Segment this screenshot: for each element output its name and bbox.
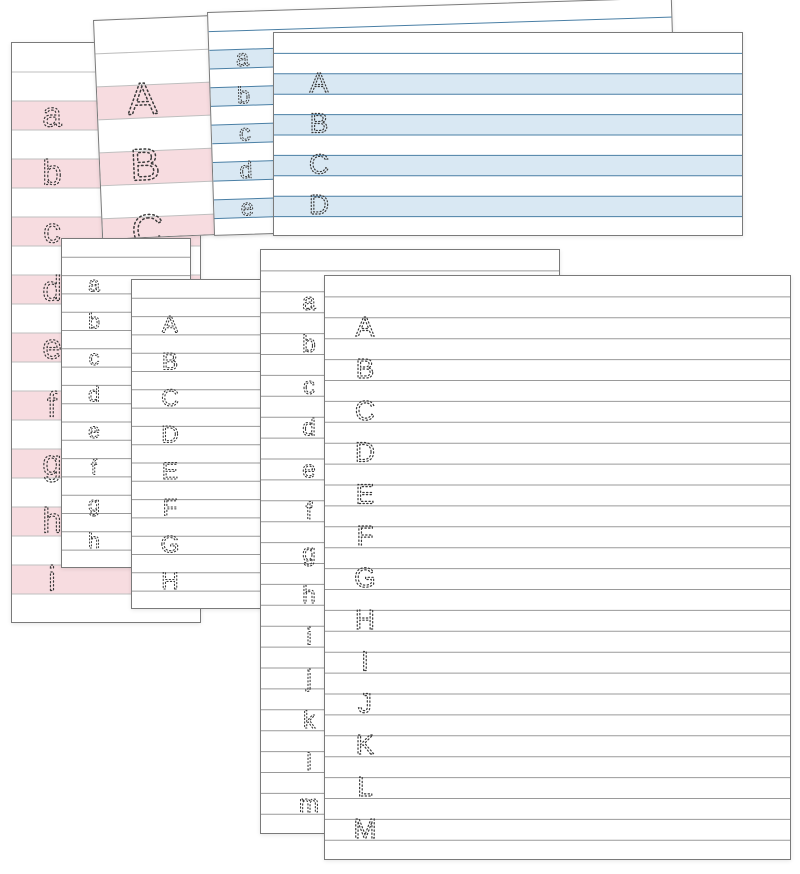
svg-text:B: B (162, 348, 178, 375)
svg-text:I: I (361, 646, 369, 677)
svg-text:E: E (310, 230, 328, 236)
svg-text:C: C (355, 395, 375, 426)
svg-text:e: e (240, 194, 254, 220)
svg-text:d: d (302, 415, 315, 442)
svg-text:F: F (357, 520, 374, 551)
svg-text:f: f (245, 232, 253, 236)
svg-text:i: i (92, 567, 97, 569)
svg-text:e: e (302, 456, 315, 483)
svg-text:J: J (358, 687, 372, 718)
svg-text:g: g (88, 493, 100, 516)
svg-text:d: d (42, 270, 61, 309)
svg-text:c: c (89, 347, 100, 370)
svg-text:b: b (88, 310, 100, 333)
svg-text:h: h (42, 502, 61, 541)
svg-text:e: e (88, 420, 100, 443)
svg-text:A: A (126, 72, 158, 124)
svg-text:e: e (42, 328, 61, 367)
svg-text:g: g (42, 444, 61, 483)
svg-text:j: j (305, 665, 311, 692)
svg-text:a: a (88, 274, 100, 297)
svg-text:A: A (356, 311, 375, 342)
svg-text:B: B (129, 138, 161, 190)
svg-text:c: c (43, 212, 60, 251)
svg-text:C: C (161, 385, 178, 412)
svg-text:E: E (356, 478, 374, 509)
svg-text:D: D (355, 437, 375, 468)
svg-text:K: K (356, 729, 375, 760)
svg-text:H: H (355, 604, 375, 635)
svg-text:c: c (303, 373, 315, 400)
svg-text:c: c (239, 119, 251, 145)
svg-text:m: m (299, 791, 319, 818)
svg-text:b: b (302, 331, 315, 358)
svg-text:G: G (161, 531, 180, 558)
svg-text:I: I (167, 605, 174, 610)
svg-text:B: B (356, 353, 374, 384)
svg-text:i: i (48, 560, 56, 599)
svg-text:l: l (306, 749, 311, 776)
svg-text:H: H (161, 568, 178, 595)
svg-text:A: A (310, 67, 329, 98)
svg-text:L: L (357, 771, 372, 802)
svg-text:g: g (302, 540, 315, 567)
svg-text:i: i (306, 624, 311, 651)
svg-text:D: D (309, 189, 329, 220)
svg-text:n: n (302, 833, 315, 834)
svg-text:C: C (309, 148, 329, 179)
svg-text:N: N (355, 855, 375, 860)
svg-text:A: A (162, 312, 179, 339)
svg-text:E: E (162, 458, 178, 485)
svg-text:a: a (302, 289, 316, 316)
svg-text:f: f (47, 386, 57, 425)
svg-text:F: F (163, 495, 178, 522)
svg-text:d: d (239, 157, 253, 183)
svg-text:b: b (42, 154, 61, 193)
svg-text:d: d (88, 384, 100, 407)
svg-text:M: M (354, 813, 377, 844)
svg-text:C: C (131, 204, 166, 240)
svg-text:k: k (303, 707, 316, 734)
svg-text:a: a (42, 96, 62, 135)
svg-text:B: B (310, 108, 328, 139)
svg-text:h: h (302, 582, 315, 609)
svg-text:G: G (354, 562, 375, 593)
svg-text:f: f (91, 457, 97, 480)
svg-text:h: h (88, 530, 100, 553)
svg-text:a: a (236, 45, 250, 71)
svg-text:D: D (161, 422, 178, 449)
svg-text:f: f (306, 498, 313, 525)
svg-text:b: b (237, 82, 251, 108)
